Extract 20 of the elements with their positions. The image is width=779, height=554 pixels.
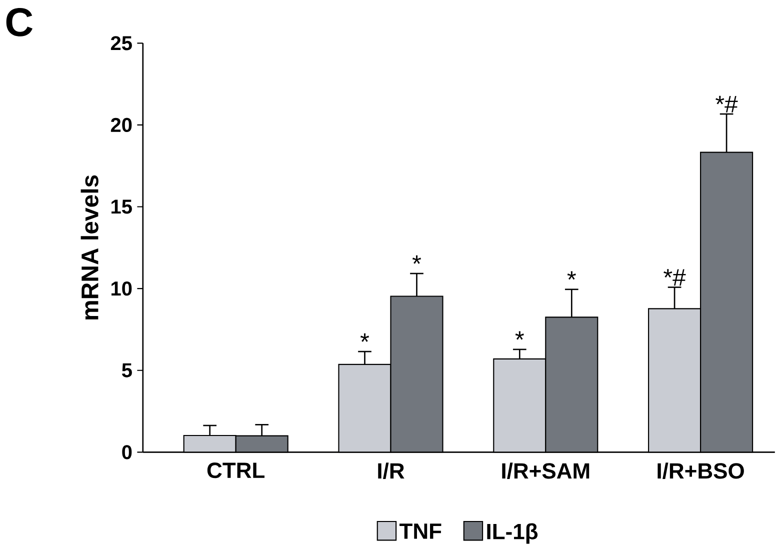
annotation: * (412, 255, 422, 264)
y-axis-title: mRNA levels (80, 175, 98, 320)
x-tick-label: CTRL (207, 462, 264, 478)
annotation: *# (664, 269, 686, 286)
y-tick-label: 15 (112, 200, 132, 214)
x-tick-label: I/R (378, 462, 404, 479)
text: C (6, 8, 32, 36)
x-tick-label: I/R+BSO (658, 462, 744, 479)
y-tick-label: 5 (122, 363, 132, 378)
annotation: * (360, 333, 370, 342)
annotation: * (515, 331, 524, 340)
y-tick-label: 20 (110, 118, 132, 132)
legend-label: IL-1β (487, 523, 538, 544)
annotation: * (567, 271, 576, 280)
annotation: *# (716, 96, 738, 112)
legend-label: TNF (399, 524, 442, 539)
y-tick-label: 25 (110, 36, 132, 50)
x-tick-label: I/R+SAM (502, 462, 590, 479)
y-tick-label: 0 (122, 445, 132, 460)
y-tick-label: 10 (112, 281, 132, 296)
